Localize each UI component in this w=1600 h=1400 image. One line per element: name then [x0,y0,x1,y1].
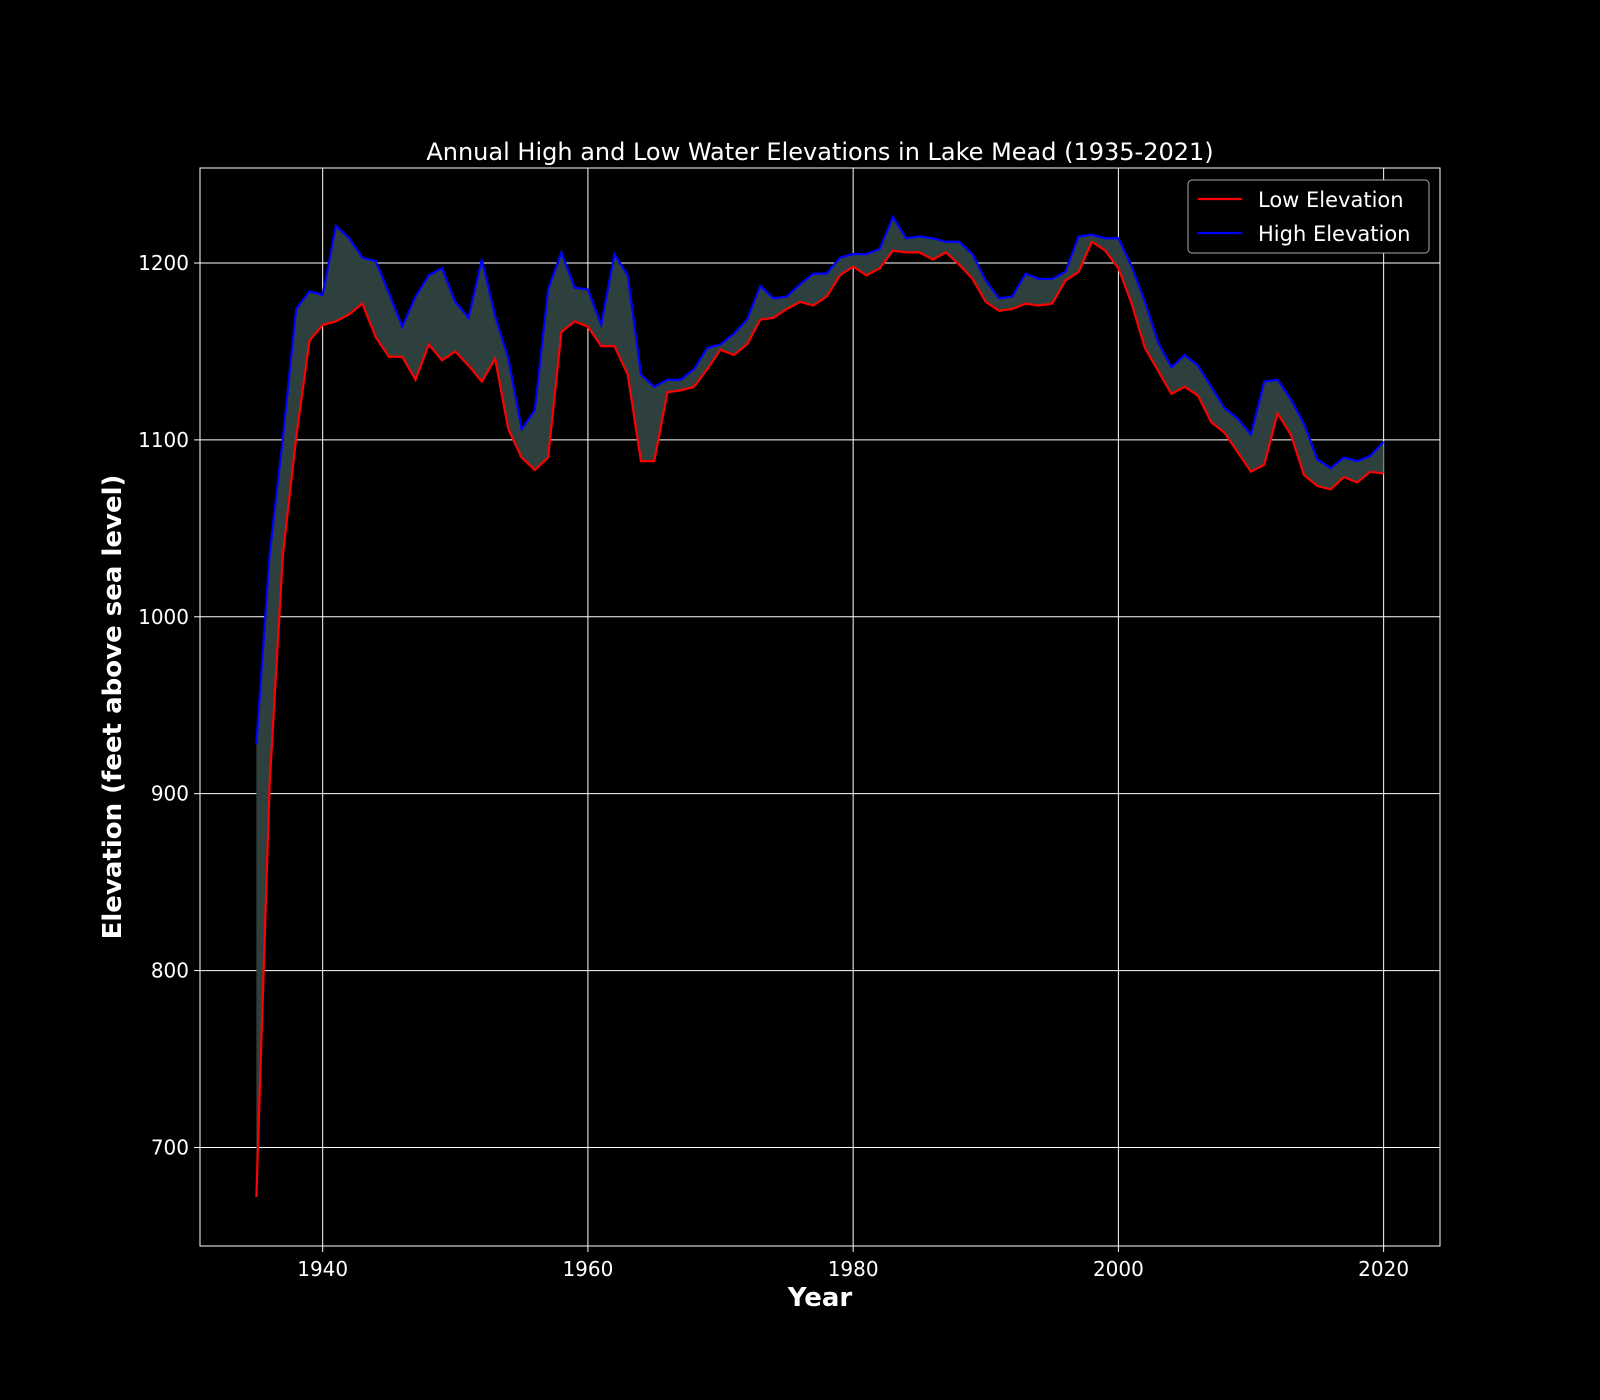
x-tick-label: 1980 [828,1257,879,1281]
legend-high-label: High Elevation [1258,222,1411,246]
y-tick-label: 700 [151,1135,189,1159]
legend-box [1187,179,1430,254]
x-axis-ticks: 1940 1960 1980 2000 2020 [297,1246,1409,1281]
y-axis-label: Elevation (feet above sea level) [98,475,128,940]
x-tick-label: 2020 [1358,1257,1409,1281]
x-tick-label: 2000 [1093,1257,1144,1281]
legend-low-label: Low Elevation [1258,188,1404,212]
y-tick-label: 1000 [138,605,189,629]
high-low-fill-area [256,217,1384,1197]
y-axis-ticks: 700 800 900 1000 1100 1200 [138,251,200,1159]
y-tick-label: 1100 [138,428,189,452]
x-tick-label: 1940 [297,1257,348,1281]
chart-title: Annual High and Low Water Elevations in … [426,138,1213,166]
y-tick-label: 800 [151,959,189,983]
high-elevation-line [255,214,1385,745]
y-tick-label: 1200 [138,251,189,275]
x-tick-label: 1960 [562,1257,613,1281]
y-tick-label: 900 [151,782,189,806]
legend: Low Elevation High Elevation [1187,179,1430,254]
low-elevation-line [255,240,1384,1198]
x-axis-label: Year [787,1283,853,1313]
plot-frame [199,167,1441,1247]
